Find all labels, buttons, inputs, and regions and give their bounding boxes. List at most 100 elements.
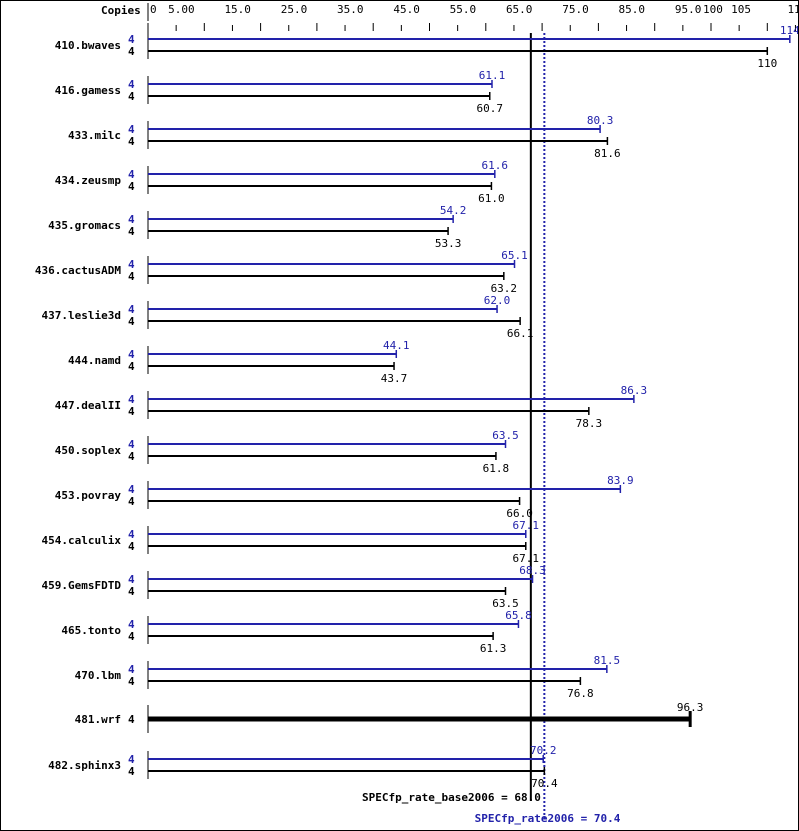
base-value-label: 63.5 xyxy=(492,597,519,610)
peak-copies-label: 4 xyxy=(128,33,135,46)
base-value-label: 43.7 xyxy=(381,372,408,385)
peak-copies-label: 4 xyxy=(128,438,135,451)
base-copies-label: 4 xyxy=(128,675,135,688)
peak-copies-label: 4 xyxy=(128,663,135,676)
base-copies-label: 4 xyxy=(128,540,135,553)
base-copies-label: 4 xyxy=(128,360,135,373)
base-copies-label: 4 xyxy=(128,45,135,58)
base-copies-label: 4 xyxy=(128,450,135,463)
benchmark-label: 482.sphinx3 xyxy=(48,759,121,772)
peak-mean-label: SPECfp_rate2006 = 70.4 xyxy=(475,812,621,825)
peak-value-label: 65.1 xyxy=(501,249,528,262)
peak-value-label: 67.1 xyxy=(513,519,540,532)
base-copies-label: 4 xyxy=(128,630,135,643)
base-value-label: 70.4 xyxy=(531,777,558,790)
base-copies-label: 4 xyxy=(128,180,135,193)
peak-copies-label: 4 xyxy=(128,303,135,316)
peak-value-label: 65.8 xyxy=(505,609,532,622)
copies-header: Copies xyxy=(101,4,141,17)
tick-label: 105 xyxy=(731,3,751,16)
base-value-label: 67.1 xyxy=(513,552,540,565)
benchmark-label: 416.gamess xyxy=(55,84,121,97)
tick-label: 65.0 xyxy=(506,3,533,16)
base-copies-label: 4 xyxy=(128,495,135,508)
benchmark-label: 459.GemsFDTD xyxy=(42,579,122,592)
base-copies-label: 4 xyxy=(128,135,135,148)
base-value-label: 63.2 xyxy=(491,282,518,295)
base-value-label: 61.3 xyxy=(480,642,507,655)
base-copies-label: 4 xyxy=(128,315,135,328)
peak-value-label: 81.5 xyxy=(594,654,621,667)
benchmark-label: 434.zeusmp xyxy=(55,174,122,187)
tick-label: 35.0 xyxy=(337,3,364,16)
tick-label: 55.0 xyxy=(450,3,477,16)
peak-value-label: 80.3 xyxy=(587,114,614,127)
base-value-label: 76.8 xyxy=(567,687,594,700)
benchmark-label: 433.milc xyxy=(68,129,121,142)
peak-copies-label: 4 xyxy=(128,123,135,136)
benchmark-label: 450.soplex xyxy=(55,444,122,457)
peak-value-label: 61.1 xyxy=(479,69,506,82)
benchmark-label: 444.namd xyxy=(68,354,121,367)
base-value-label: 61.0 xyxy=(478,192,505,205)
peak-copies-label: 4 xyxy=(128,78,135,91)
peak-value-label: 61.6 xyxy=(482,159,509,172)
base-copies-label: 4 xyxy=(128,225,135,238)
benchmark-label: 435.gromacs xyxy=(48,219,121,232)
base-copies-label: 4 xyxy=(128,405,135,418)
peak-copies-label: 4 xyxy=(128,168,135,181)
tick-label: 115 xyxy=(787,3,798,16)
tick-label: 15.0 xyxy=(224,3,251,16)
peak-copies-label: 4 xyxy=(128,213,135,226)
peak-copies-label: 4 xyxy=(128,573,135,586)
copies-label: 4 xyxy=(128,713,135,726)
tick-label: 95.0 xyxy=(675,3,702,16)
base-value-label: 81.6 xyxy=(594,147,621,160)
peak-value-label: 63.5 xyxy=(492,429,519,442)
base-value-label: 60.7 xyxy=(476,102,503,115)
tick-label: 25.0 xyxy=(281,3,308,16)
benchmark-label: 454.calculix xyxy=(42,534,122,547)
peak-copies-label: 4 xyxy=(128,618,135,631)
tick-label: 75.0 xyxy=(562,3,589,16)
peak-copies-label: 4 xyxy=(128,348,135,361)
tick-label: 85.0 xyxy=(619,3,646,16)
base-copies-label: 4 xyxy=(128,765,135,778)
benchmark-label: 470.lbm xyxy=(75,669,122,682)
base-value-label: 78.3 xyxy=(576,417,603,430)
base-value-label: 96.3 xyxy=(677,701,704,714)
benchmark-label: 436.cactusADM xyxy=(35,264,121,277)
benchmark-label: 481.wrf xyxy=(75,713,121,726)
base-value-label: 66.1 xyxy=(507,327,534,340)
base-value-label: 61.8 xyxy=(483,462,510,475)
peak-value-label: 44.1 xyxy=(383,339,410,352)
peak-value-label: 62.0 xyxy=(484,294,511,307)
base-value-label: 53.3 xyxy=(435,237,462,250)
base-mean-label: SPECfp_rate_base2006 = 68.0 xyxy=(362,791,541,804)
peak-value-label: 86.3 xyxy=(621,384,648,397)
tick-label: 45.0 xyxy=(393,3,420,16)
peak-copies-label: 4 xyxy=(128,528,135,541)
benchmark-label: 465.tonto xyxy=(61,624,121,637)
benchmark-label: 410.bwaves xyxy=(55,39,121,52)
peak-value-label: 83.9 xyxy=(607,474,634,487)
peak-copies-label: 4 xyxy=(128,258,135,271)
tick-label: 100 xyxy=(703,3,723,16)
benchmark-label: 437.leslie3d xyxy=(42,309,121,322)
peak-copies-label: 4 xyxy=(128,753,135,766)
peak-value-label: 68.3 xyxy=(519,564,546,577)
benchmark-label: 447.dealII xyxy=(55,399,121,412)
tick-label: 0 xyxy=(150,3,157,16)
base-copies-label: 4 xyxy=(128,90,135,103)
base-value-label: 66.0 xyxy=(506,507,533,520)
base-value-label: 110 xyxy=(757,57,777,70)
base-copies-label: 4 xyxy=(128,585,135,598)
peak-copies-label: 4 xyxy=(128,483,135,496)
benchmark-label: 453.povray xyxy=(55,489,122,502)
base-copies-label: 4 xyxy=(128,270,135,283)
peak-value-label: 114 xyxy=(780,24,798,37)
peak-copies-label: 4 xyxy=(128,393,135,406)
tick-label: 5.00 xyxy=(168,3,195,16)
